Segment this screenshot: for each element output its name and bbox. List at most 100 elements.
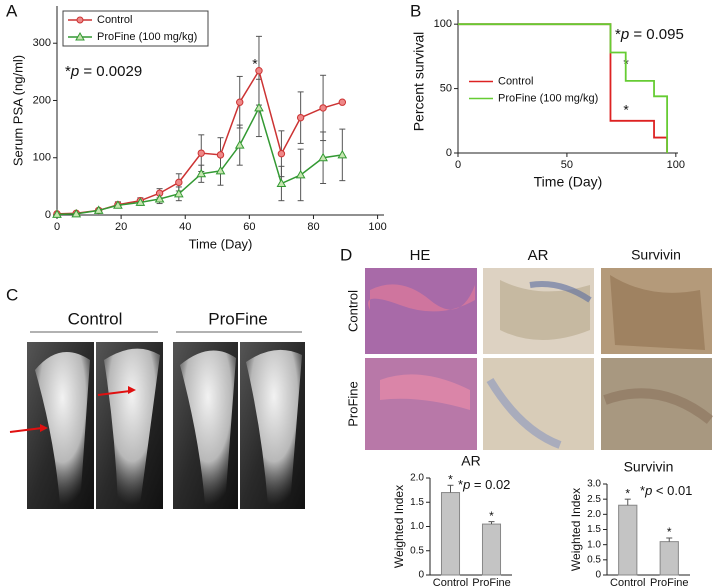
y-tick-label: 0 xyxy=(45,209,51,221)
tissue xyxy=(486,377,562,449)
legend-label: Control xyxy=(498,75,533,87)
row-label: Control xyxy=(345,290,360,332)
point xyxy=(236,98,244,106)
y-tick-label: 100 xyxy=(33,152,51,164)
annotation-part: p xyxy=(620,26,629,43)
y-tick-label: 300 xyxy=(33,37,51,49)
legend-marker xyxy=(76,16,84,24)
bar xyxy=(659,541,679,576)
error-bar xyxy=(447,484,454,493)
xray-images xyxy=(9,342,305,509)
point xyxy=(296,113,305,122)
point xyxy=(295,169,306,179)
annotation-part: < 0.01 xyxy=(652,483,692,498)
x-tick-label: Control xyxy=(610,577,645,588)
annotation-part: p xyxy=(644,483,652,498)
survival-curve xyxy=(458,23,669,153)
x-axis-label: Time (Day) xyxy=(189,236,253,251)
column-label: HE xyxy=(410,247,431,264)
y-tick-label: 0.5 xyxy=(410,545,424,556)
annotation: *p = 0.0029 xyxy=(65,63,142,80)
bar xyxy=(481,523,502,576)
row-label: ProFine xyxy=(345,381,360,427)
significance: * xyxy=(448,472,453,486)
annotation: *p < 0.01 xyxy=(640,483,692,498)
annotation: *p = 0.02 xyxy=(458,477,510,492)
annotation-part: * xyxy=(65,63,71,80)
bone xyxy=(246,349,302,505)
point xyxy=(338,98,347,106)
arrow xyxy=(9,427,43,433)
histology-images xyxy=(365,268,714,450)
tissue xyxy=(603,388,714,424)
histology-image xyxy=(601,358,712,450)
point xyxy=(71,208,82,218)
x-tick-label: Control xyxy=(433,577,468,588)
panel-letter: C xyxy=(6,285,18,304)
point xyxy=(154,193,165,203)
y-tick-label: 0 xyxy=(595,570,601,581)
x-tick-label: 60 xyxy=(243,221,255,233)
legend-box xyxy=(62,10,209,47)
y-tick-label: 0 xyxy=(418,570,424,581)
annotation-part: * xyxy=(615,26,621,43)
group-label: ProFine xyxy=(208,309,268,328)
point xyxy=(254,102,264,112)
x-tick-label: 100 xyxy=(368,221,386,233)
chart-title: Survivin xyxy=(624,459,674,475)
y-tick-label: 3.0 xyxy=(587,479,601,490)
annotation-part: p xyxy=(462,477,470,492)
y-tick-label: 1.5 xyxy=(410,497,424,508)
annotation-part: = 0.02 xyxy=(470,477,510,492)
annotation-part: = 0.095 xyxy=(629,26,684,43)
panel-letter: B xyxy=(410,1,421,20)
y-axis-label: Weighted Index xyxy=(569,488,583,571)
bone xyxy=(35,352,90,505)
point xyxy=(173,188,184,198)
y-axis-label: Weighted Index xyxy=(392,485,406,568)
legend-label: Control xyxy=(97,14,132,26)
y-tick-label: 1.0 xyxy=(410,521,424,532)
point xyxy=(93,205,104,214)
tissue xyxy=(529,281,592,303)
group-label: Control xyxy=(68,309,123,328)
significance: * xyxy=(667,525,672,539)
y-tick-label: 0 xyxy=(446,147,452,159)
column-label: Survivin xyxy=(631,247,681,263)
error-bar xyxy=(488,521,495,525)
bar xyxy=(440,492,461,576)
point xyxy=(318,152,328,162)
point xyxy=(319,104,327,112)
error-bar xyxy=(666,537,673,542)
panel-letter: D xyxy=(340,245,352,264)
point xyxy=(113,200,123,209)
x-tick-label: ProFine xyxy=(472,577,511,588)
error-bar xyxy=(624,498,631,506)
arrow xyxy=(97,390,131,396)
y-tick-label: 2.0 xyxy=(587,509,601,520)
x-tick-label: 20 xyxy=(115,221,127,233)
y-axis-label: Serum PSA (ng/ml) xyxy=(10,55,25,166)
y-tick-label: 200 xyxy=(33,94,51,106)
y-tick-label: 1.0 xyxy=(587,539,601,550)
y-tick-label: 0.5 xyxy=(587,554,601,565)
panel-letter: A xyxy=(6,1,18,20)
arrow-head xyxy=(128,386,136,394)
tissue xyxy=(368,284,475,312)
point-annotation: * xyxy=(252,55,258,71)
annotation-part: * xyxy=(640,483,645,498)
legend-label: ProFine (100 mg/kg) xyxy=(498,92,598,104)
tissue xyxy=(500,280,590,340)
point xyxy=(277,150,286,158)
legend-label: ProFine (100 mg/kg) xyxy=(97,31,197,43)
tissue xyxy=(610,275,705,350)
series-line xyxy=(56,105,343,216)
y-tick-label: 100 xyxy=(434,18,452,30)
bar xyxy=(618,504,638,576)
point xyxy=(276,178,287,188)
bone xyxy=(180,350,236,505)
tissue xyxy=(380,374,470,410)
point xyxy=(215,165,226,175)
point xyxy=(337,149,348,159)
